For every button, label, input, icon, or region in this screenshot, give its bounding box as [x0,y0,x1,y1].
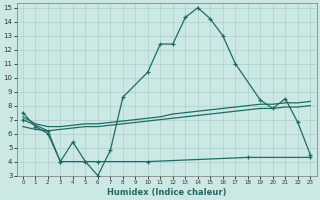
X-axis label: Humidex (Indice chaleur): Humidex (Indice chaleur) [107,188,226,197]
